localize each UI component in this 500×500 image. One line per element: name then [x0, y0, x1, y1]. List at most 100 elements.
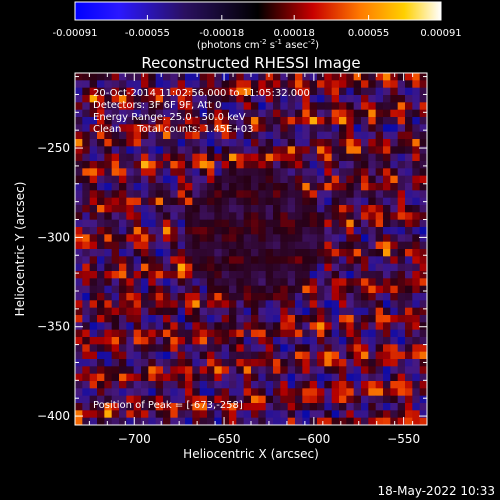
heatmap-pixel [75, 322, 83, 331]
heatmap-pixel [405, 197, 413, 206]
heatmap-pixel [126, 329, 135, 338]
heatmap-pixel [155, 256, 164, 265]
heatmap-pixel [390, 373, 399, 382]
heatmap-pixel [207, 161, 215, 169]
heatmap-pixel [119, 183, 127, 191]
heatmap-pixel [390, 241, 399, 250]
heatmap-pixel [405, 329, 413, 338]
heatmap-pixel [280, 410, 289, 419]
heatmap-pixel [133, 95, 142, 103]
heatmap-pixel [273, 87, 281, 96]
heatmap-pixel [97, 410, 105, 419]
heatmap-pixel [412, 322, 421, 331]
heatmap-pixel [133, 256, 142, 265]
heatmap-pixel [221, 124, 230, 133]
heatmap-pixel [119, 249, 127, 257]
heatmap-pixel [265, 139, 274, 147]
heatmap-pixel [265, 271, 274, 279]
heatmap-pixel [419, 241, 427, 250]
heatmap-pixel [229, 344, 237, 353]
heatmap-pixel [339, 359, 347, 367]
heatmap-pixel [97, 212, 105, 221]
heatmap-pixel [111, 322, 120, 331]
heatmap-pixel [214, 344, 223, 353]
heatmap-pixel [390, 293, 399, 301]
annotation-energy-range: Energy Range: 25.0 - 50.0 keV [93, 112, 246, 123]
heatmap-pixel [111, 161, 120, 169]
heatmap-pixel [111, 381, 120, 389]
heatmap-pixel [265, 205, 274, 213]
heatmap-pixel [265, 87, 274, 96]
heatmap-pixel [383, 124, 391, 133]
heatmap-pixel [390, 366, 399, 375]
heatmap-pixel [375, 381, 384, 389]
heatmap-pixel [295, 227, 303, 235]
heatmap-pixel [302, 293, 311, 301]
heatmap-pixel [89, 205, 98, 213]
heatmap-pixel [353, 109, 362, 118]
heatmap-pixel [412, 417, 421, 425]
heatmap-pixel [75, 395, 83, 404]
heatmap-pixel [185, 117, 193, 125]
heatmap-pixel [295, 351, 303, 360]
heatmap-pixel [258, 241, 267, 250]
heatmap-pixel [346, 395, 355, 404]
heatmap-pixel [141, 227, 149, 235]
heatmap-pixel [89, 256, 98, 265]
heatmap-pixel [119, 205, 127, 213]
heatmap-pixel [177, 95, 186, 103]
heatmap-pixel [214, 351, 223, 360]
heatmap-pixel [405, 315, 413, 323]
heatmap-pixel [346, 366, 355, 375]
heatmap-pixel [229, 146, 237, 155]
heatmap-pixel [221, 175, 230, 184]
heatmap-pixel [353, 234, 362, 243]
heatmap-pixel [375, 234, 384, 243]
y-tick-label: −300 [37, 230, 70, 244]
heatmap-pixel [148, 219, 157, 228]
heatmap-pixel [295, 168, 303, 177]
heatmap-pixel [346, 190, 355, 199]
heatmap-pixel [243, 366, 252, 375]
heatmap-pixel [412, 234, 421, 243]
heatmap-pixel [229, 315, 237, 323]
heatmap-pixel [243, 381, 252, 389]
heatmap-pixel [141, 124, 149, 133]
heatmap-pixel [258, 234, 267, 243]
heatmap-pixel [397, 300, 406, 309]
heatmap-pixel [89, 212, 98, 221]
heatmap-pixel [339, 337, 347, 345]
colorbar-tick-label: -0.00055 [125, 28, 170, 39]
heatmap-pixel [236, 117, 245, 125]
heatmap-pixel [397, 168, 406, 177]
heatmap-pixel [361, 249, 369, 257]
heatmap-pixel [141, 300, 149, 309]
heatmap-pixel [368, 124, 377, 133]
heatmap-pixel [353, 205, 362, 213]
heatmap-pixel [302, 241, 311, 250]
heatmap-pixel [97, 139, 105, 147]
heatmap-pixel [185, 183, 193, 191]
heatmap-pixel [199, 293, 208, 301]
heatmap-pixel [163, 300, 171, 309]
heatmap-pixel [155, 293, 164, 301]
heatmap-pixel [405, 183, 413, 191]
heatmap-pixel [412, 205, 421, 213]
heatmap-pixel [133, 87, 142, 96]
heatmap-pixel [353, 403, 362, 411]
heatmap-pixel [75, 205, 83, 213]
heatmap-pixel [419, 80, 427, 89]
heatmap-pixel [273, 366, 281, 375]
heatmap-pixel [199, 307, 208, 316]
heatmap-pixel [126, 227, 135, 235]
heatmap-pixel [390, 168, 399, 177]
heatmap-pixel [258, 102, 267, 111]
heatmap-pixel [82, 410, 91, 419]
heatmap-pixel [353, 366, 362, 375]
heatmap-pixel [185, 315, 193, 323]
heatmap-pixel [89, 271, 98, 279]
heatmap-pixel [199, 117, 208, 125]
heatmap-pixel [390, 307, 399, 316]
heatmap-pixel [177, 153, 186, 162]
heatmap-pixel [302, 87, 311, 96]
